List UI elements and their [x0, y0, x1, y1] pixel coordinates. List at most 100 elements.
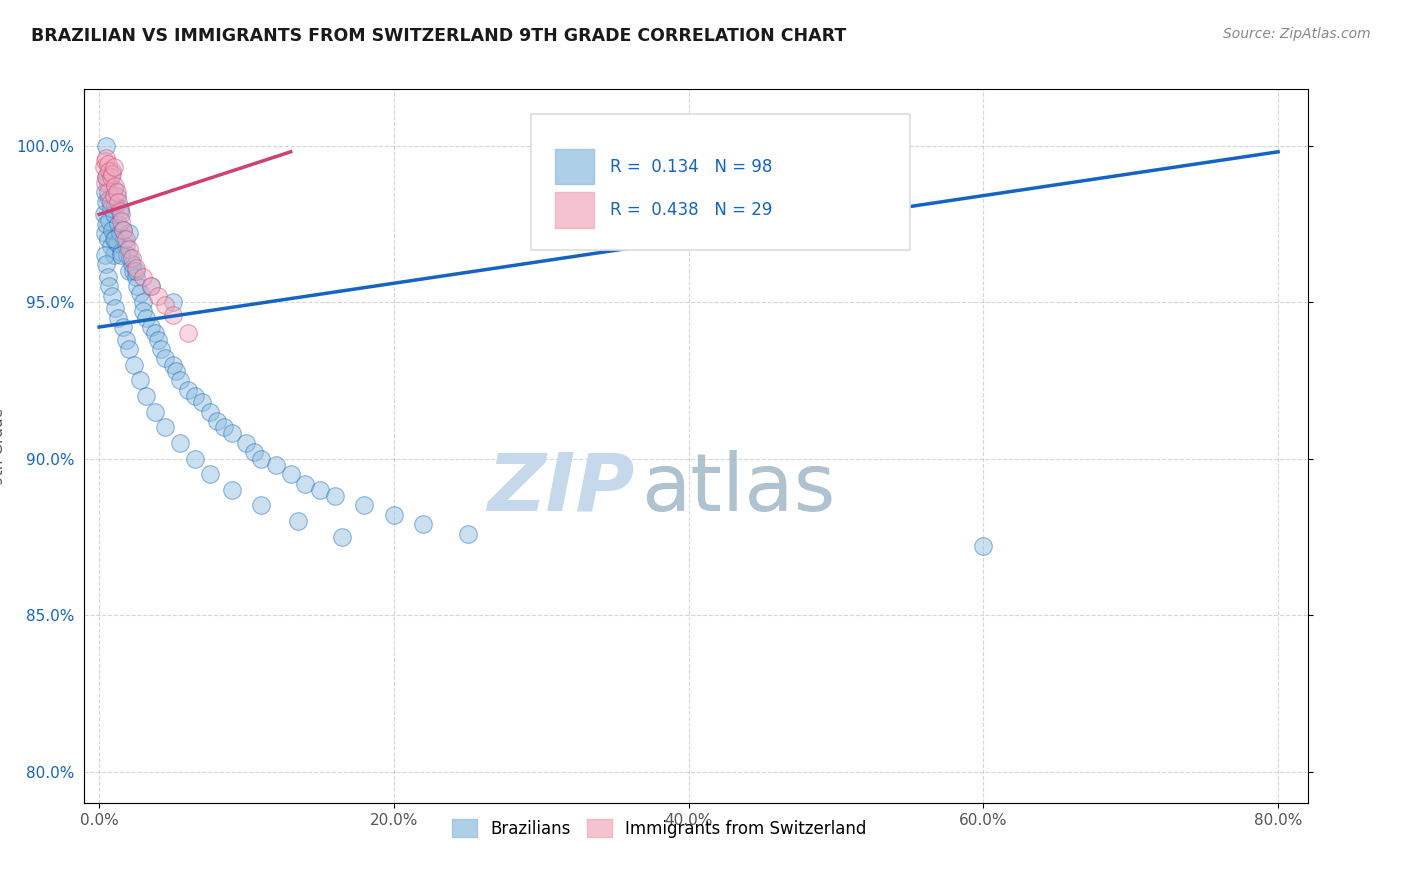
Point	[94, 226, 117, 240]
Point	[100, 169, 122, 184]
Point	[103, 207, 125, 221]
Point	[108, 226, 131, 240]
Point	[198, 467, 221, 482]
Point	[101, 167, 124, 181]
Point	[264, 458, 287, 472]
Point	[198, 404, 221, 418]
Point	[143, 326, 166, 341]
Bar	[555, 193, 595, 228]
Point	[169, 435, 191, 450]
Point	[105, 186, 128, 200]
Point	[129, 373, 152, 387]
Point	[323, 489, 346, 503]
Point	[330, 530, 353, 544]
Point	[103, 161, 125, 175]
Point	[107, 217, 129, 231]
Point	[96, 257, 118, 271]
Point	[101, 223, 124, 237]
Point	[162, 358, 184, 372]
Point	[353, 499, 375, 513]
Point	[97, 186, 120, 200]
Point	[104, 232, 127, 246]
Point	[110, 207, 132, 221]
Point	[382, 508, 405, 522]
Point	[98, 279, 121, 293]
Point	[111, 223, 134, 237]
Point	[98, 213, 121, 227]
Point	[103, 248, 125, 262]
Point	[132, 270, 155, 285]
Point	[97, 157, 120, 171]
Point	[97, 270, 120, 285]
Point	[117, 264, 139, 278]
Point	[105, 235, 128, 250]
Point	[150, 342, 173, 356]
Point	[124, 358, 146, 372]
Point	[243, 445, 266, 459]
Point	[250, 499, 273, 513]
Point	[94, 248, 117, 262]
Point	[139, 279, 162, 293]
Point	[287, 514, 309, 528]
Point	[457, 526, 479, 541]
Text: ZIP: ZIP	[488, 450, 636, 528]
Point	[98, 163, 121, 178]
Text: Source: ZipAtlas.com: Source: ZipAtlas.com	[1223, 27, 1371, 41]
Point	[309, 483, 332, 497]
Point	[96, 169, 118, 184]
Text: R =  0.438   N = 29: R = 0.438 N = 29	[610, 202, 773, 219]
Point	[132, 304, 155, 318]
Legend: Brazilians, Immigrants from Switzerland: Brazilians, Immigrants from Switzerland	[446, 813, 873, 845]
Point	[110, 244, 132, 259]
Point	[97, 232, 120, 246]
FancyBboxPatch shape	[531, 114, 910, 250]
Point	[93, 161, 115, 175]
Point	[110, 248, 132, 262]
Y-axis label: 9th Grade: 9th Grade	[0, 408, 6, 484]
Point	[412, 517, 434, 532]
Point	[101, 163, 124, 178]
Point	[125, 270, 148, 285]
Point	[155, 351, 177, 366]
Point	[117, 342, 139, 356]
Point	[125, 264, 148, 278]
Point	[94, 186, 117, 200]
Point	[280, 467, 302, 482]
Point	[121, 257, 143, 271]
Point	[129, 285, 152, 300]
Point	[104, 198, 127, 212]
Point	[104, 301, 127, 316]
Point	[105, 188, 128, 202]
Point	[214, 420, 236, 434]
Point	[176, 326, 198, 341]
Point	[114, 333, 136, 347]
Point	[96, 169, 118, 184]
Point	[107, 310, 129, 325]
Point	[117, 226, 139, 240]
Point	[139, 320, 162, 334]
Point	[100, 194, 122, 209]
Point	[107, 194, 129, 209]
Point	[135, 310, 157, 325]
Point	[127, 279, 149, 293]
Point	[100, 201, 122, 215]
Point	[221, 426, 243, 441]
Point	[103, 188, 125, 202]
Point	[97, 176, 120, 190]
Point	[146, 289, 169, 303]
Point	[114, 238, 136, 252]
Point	[110, 213, 132, 227]
Text: BRAZILIAN VS IMMIGRANTS FROM SWITZERLAND 9TH GRADE CORRELATION CHART: BRAZILIAN VS IMMIGRANTS FROM SWITZERLAND…	[31, 27, 846, 45]
Point	[139, 279, 162, 293]
Point	[294, 476, 316, 491]
Point	[103, 182, 125, 196]
Point	[115, 248, 138, 262]
Point	[111, 223, 134, 237]
Point	[104, 179, 127, 194]
Point	[96, 151, 118, 165]
Point	[146, 333, 169, 347]
Point	[132, 295, 155, 310]
Point	[135, 389, 157, 403]
Point	[94, 176, 117, 190]
Point	[184, 389, 207, 403]
